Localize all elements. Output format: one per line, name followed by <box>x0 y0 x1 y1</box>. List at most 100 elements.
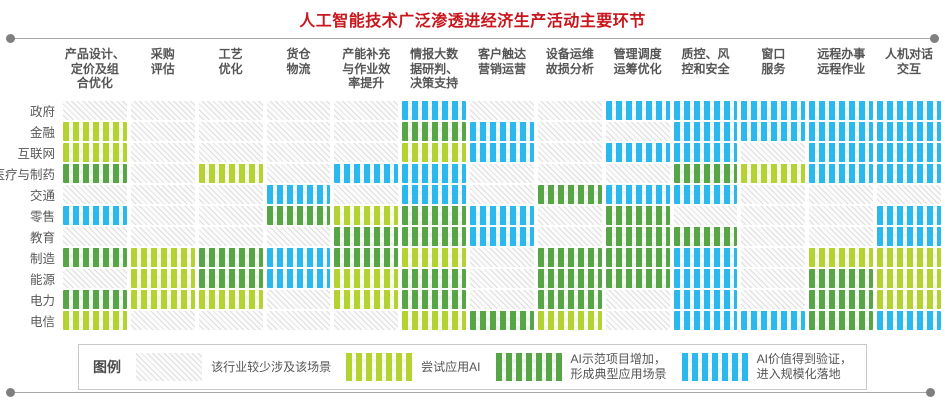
heatmap-cell <box>402 290 467 309</box>
heatmap-cell <box>470 311 534 330</box>
heatmap-cell <box>741 290 806 309</box>
column-header: 质控、风 控和安全 <box>681 47 730 76</box>
heatmap-cell <box>334 164 399 183</box>
heatmap-cell <box>266 290 331 309</box>
heatmap-cell <box>605 269 670 288</box>
legend-swatch <box>681 353 748 381</box>
column-header: 设备运维 故损分析 <box>545 47 594 76</box>
heatmap-cell <box>605 248 670 267</box>
heatmap-cell <box>63 311 127 330</box>
table-row: 互联网 <box>0 143 941 162</box>
heatmap-cell <box>402 269 467 288</box>
heatmap-cell <box>673 290 738 309</box>
heatmap-cell <box>334 311 399 330</box>
heatmap-cell <box>266 248 331 267</box>
heatmap-cell <box>877 290 941 309</box>
column-header: 产能补充 与作业效 率提升 <box>342 47 391 91</box>
heatmap-cell <box>673 206 738 225</box>
legend-label: 尝试应用AI <box>421 359 481 374</box>
heatmap-cell <box>198 227 263 246</box>
column-header: 人机对话 交互 <box>885 47 934 76</box>
row-label: 教育 <box>29 231 55 245</box>
heatmap-cell <box>266 143 331 162</box>
heatmap-cell <box>334 269 399 288</box>
heatmap-cell <box>877 248 941 267</box>
heatmap-cell <box>334 227 399 246</box>
heatmap-cell <box>537 164 602 183</box>
heatmap-cell <box>877 122 941 141</box>
heatmap-cell <box>198 122 263 141</box>
heatmap-cell <box>130 248 195 267</box>
heatmap-cell <box>470 143 534 162</box>
row-label: 零售 <box>29 210 55 224</box>
heatmap-cell <box>402 143 467 162</box>
legend-swatch <box>495 353 562 381</box>
table-row: 零售 <box>0 206 941 225</box>
legend-label: AI示范项目增加， 形成典型应用场景 <box>570 352 667 381</box>
heatmap-cell <box>266 311 331 330</box>
heatmap-cell <box>809 248 874 267</box>
heatmap-cell <box>63 143 127 162</box>
heatmap-cell <box>741 269 806 288</box>
heatmap-cell <box>334 143 399 162</box>
divider-dot-left <box>6 34 15 43</box>
heatmap-cell <box>537 290 602 309</box>
heatmap-cell <box>537 185 602 204</box>
heatmap-cell <box>809 101 874 120</box>
heatmap-cell <box>605 290 670 309</box>
heatmap-cell <box>198 269 263 288</box>
column-header: 远程办事 远程作业 <box>817 47 866 76</box>
heatmap-cell <box>198 101 263 120</box>
row-label: 交通 <box>29 189 55 203</box>
row-label: 金融 <box>29 126 55 140</box>
divider-dot-left <box>6 388 15 397</box>
heatmap-cell <box>809 164 874 183</box>
heatmap-cell <box>537 269 602 288</box>
heatmap-cell <box>266 164 331 183</box>
legend-item: AI示范项目增加， 形成典型应用场景 <box>495 352 667 382</box>
heatmap-cell <box>266 227 331 246</box>
row-label: 电信 <box>29 315 55 329</box>
heatmap-cell <box>198 311 263 330</box>
heatmap-cell <box>130 311 195 330</box>
heatmap-cell <box>63 269 127 288</box>
heatmap-cell <box>334 185 399 204</box>
heatmap-cell <box>877 206 941 225</box>
heatmap-cell <box>809 185 874 204</box>
heatmap-cell <box>537 122 602 141</box>
heatmap-cell <box>673 248 738 267</box>
heatmap-cell <box>877 227 941 246</box>
row-label: 医疗与制药 <box>0 168 55 182</box>
heatmap-cell <box>673 227 738 246</box>
legend-item: AI价值得到验证， 进入规模化落地 <box>681 352 852 382</box>
page-title: 人工智能技术广泛渗透进经济生产活动主要环节 <box>299 13 646 30</box>
heatmap-cell <box>537 206 602 225</box>
heatmap-cell <box>673 164 738 183</box>
heatmap-cell <box>334 101 399 120</box>
heatmap-cell <box>537 143 602 162</box>
heatmap-cell <box>198 206 263 225</box>
legend-label: 该行业较少涉及该场景 <box>211 359 332 374</box>
heatmap-cell <box>130 206 195 225</box>
row-label: 制造 <box>29 252 55 266</box>
heatmap-cell <box>266 269 331 288</box>
column-header: 管理调度 运筹优化 <box>613 47 662 76</box>
heatmap-cell <box>605 185 670 204</box>
bottom-divider <box>6 388 935 397</box>
heatmap-cell <box>334 206 399 225</box>
column-header: 产品设计、 定价及组 合优化 <box>64 47 125 91</box>
legend-item: 尝试应用AI <box>346 353 480 381</box>
heatmap-cell <box>63 101 127 120</box>
table-row: 制造 <box>0 248 941 267</box>
heatmap-cell <box>877 185 941 204</box>
heatmap-cell <box>402 185 467 204</box>
heatmap-cell <box>809 290 874 309</box>
heatmap-cell <box>130 122 195 141</box>
divider-dot-right <box>926 388 935 397</box>
table-row: 能源 <box>0 269 941 288</box>
legend-swatch <box>136 353 203 381</box>
heatmap-cell <box>470 101 534 120</box>
heatmap-cell <box>877 164 941 183</box>
legend-swatch <box>346 353 413 381</box>
heatmap-cell <box>605 311 670 330</box>
